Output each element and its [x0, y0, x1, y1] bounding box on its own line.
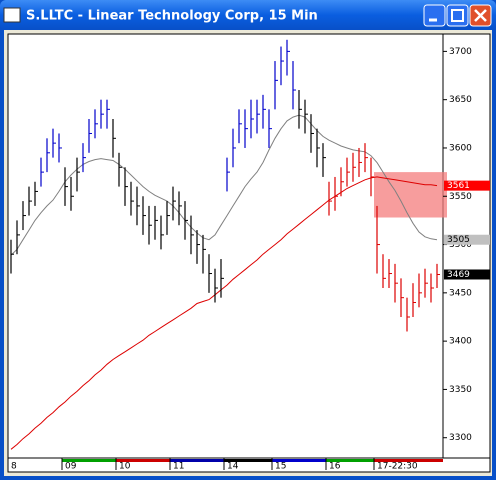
- last-value-tag: [444, 234, 490, 245]
- day-strip: [272, 459, 326, 462]
- day-strip: [224, 459, 272, 462]
- y-tick-label: 3600: [449, 143, 472, 153]
- day-strip: [8, 459, 62, 462]
- day-strip: [62, 459, 116, 462]
- moving-average: [10, 114, 438, 256]
- day-strip: [116, 459, 170, 462]
- last-value-label: 3561: [447, 181, 470, 191]
- y-tick-label: 3450: [449, 288, 472, 298]
- maximize-icon: [451, 9, 464, 22]
- highlight-zone: [374, 172, 447, 218]
- title-bar: [0, 0, 496, 30]
- minimize-button[interactable]: [423, 4, 446, 27]
- x-tick-label: 8: [11, 462, 17, 472]
- last-value-label: 3469: [447, 270, 470, 280]
- maximize-button[interactable]: [446, 4, 469, 27]
- y-tick-label: 3550: [449, 192, 472, 202]
- day-strip: [326, 459, 374, 462]
- y-tick-label: 3650: [449, 95, 472, 105]
- x-tick-label: 15: [275, 462, 286, 472]
- app-icon: [3, 7, 21, 23]
- y-tick-label: 3700: [449, 47, 472, 57]
- moving-average: [10, 176, 438, 450]
- close-icon: [474, 9, 487, 22]
- x-tick-label: 17-22:30: [377, 462, 418, 472]
- y-tick-label: 3300: [449, 433, 472, 443]
- last-value-label: 3505: [447, 235, 470, 245]
- y-tick-label: 3350: [449, 385, 472, 395]
- last-value-tag: [444, 180, 490, 191]
- window-title: S.LLTC - Linear Technology Corp, 15 Min: [26, 9, 318, 24]
- y-tick-label: 3500: [449, 240, 472, 250]
- x-tick-label: 14: [227, 462, 239, 472]
- chart-area: [7, 33, 491, 473]
- y-tick-label: 3400: [449, 337, 472, 347]
- x-tick-label: 09: [65, 462, 77, 472]
- day-strip: [170, 459, 224, 462]
- last-value-tag: [444, 269, 490, 280]
- day-strip: [374, 459, 443, 462]
- x-tick-label: 11: [173, 462, 184, 472]
- x-tick-label: 16: [329, 462, 341, 472]
- x-tick-label: 10: [119, 462, 131, 472]
